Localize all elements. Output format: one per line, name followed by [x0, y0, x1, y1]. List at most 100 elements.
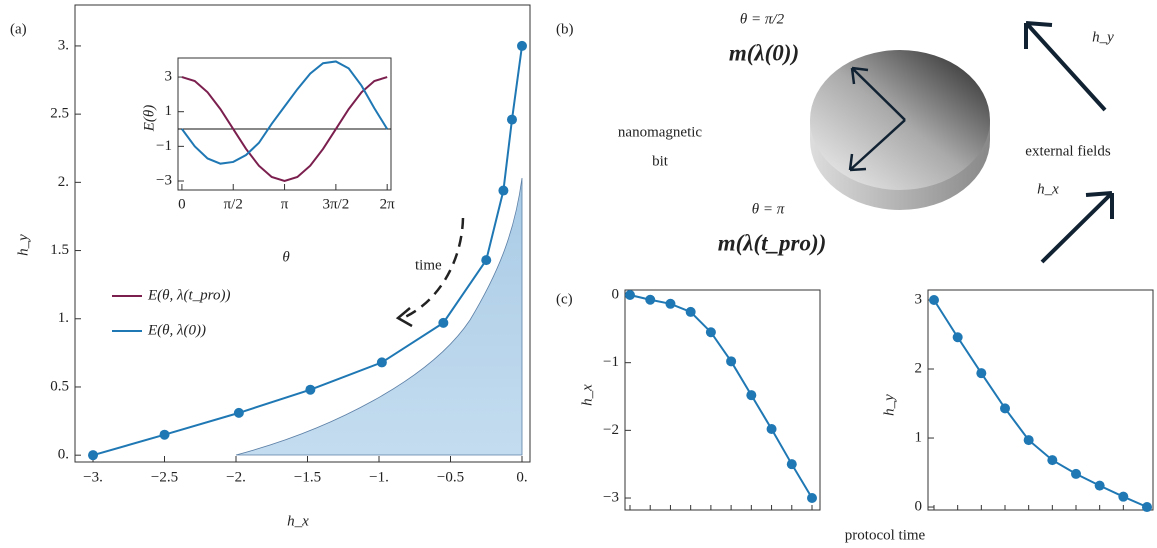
y-tick-label: −3: [156, 172, 172, 188]
y-tick-label: 0.5: [50, 378, 69, 394]
y-tick-label: −2: [603, 422, 619, 438]
data-point: [506, 114, 517, 125]
y-tick-label: 1: [915, 429, 923, 445]
y-tick-label: 1.: [58, 310, 69, 326]
y-tick-label: 2: [915, 360, 923, 376]
legend-label: E(θ, λ(0)): [147, 322, 206, 338]
data-point: [726, 356, 737, 367]
data-point: [976, 368, 987, 379]
data-point: [516, 40, 527, 51]
moment-label: m(λ(0)): [729, 40, 799, 65]
x-tick-label: 0.: [516, 469, 527, 485]
series-line: [629, 294, 813, 499]
bit-label: bit: [652, 153, 669, 169]
data-point: [498, 185, 509, 196]
y-axis-label: h_y: [15, 234, 31, 256]
y-tick-label: 3.: [58, 37, 69, 53]
y-axis-label: h_y: [881, 394, 897, 416]
y-tick-label: 0.: [58, 447, 69, 463]
data-point: [1094, 480, 1105, 491]
data-point: [685, 306, 696, 317]
inset-background: [178, 58, 391, 190]
y-tick-label: 0: [915, 498, 923, 514]
data-point: [1047, 455, 1058, 466]
data-point: [88, 450, 99, 461]
data-point: [705, 327, 716, 338]
time-arrow: [404, 217, 465, 319]
x-tick-label: π/2: [224, 196, 243, 212]
data-point: [438, 317, 449, 328]
theta-label: θ = π/2: [740, 11, 785, 27]
x-tick-label: −1.5: [294, 469, 321, 485]
x-tick-label: 3π/2: [322, 196, 349, 212]
data-point: [665, 298, 676, 309]
x-tick-label: −3.: [83, 469, 103, 485]
series-line: [181, 60, 389, 165]
y-tick-label: 1: [165, 103, 173, 119]
field-label: h_y: [1092, 29, 1114, 45]
x-tick-label: 2π: [380, 196, 396, 212]
x-tick-label: −2.5: [151, 469, 178, 485]
moment-label: m(λ(t_pro)): [718, 230, 827, 255]
data-point: [625, 290, 635, 301]
x-tick-label: −2.: [226, 469, 246, 485]
data-point: [233, 407, 244, 418]
x-axis-label: protocol time: [845, 527, 926, 543]
panel-label: (c): [556, 291, 573, 307]
panel-label: (a): [10, 21, 27, 37]
data-point: [305, 384, 316, 395]
diagram: θ = π/2 m(λ(0)) nanomagnetic bit θ = π m…: [618, 11, 1114, 264]
y-axis-label: E(θ): [141, 105, 157, 133]
x-tick-label: −0.5: [437, 469, 464, 485]
hx-arrow: [1040, 191, 1114, 264]
series-line: [181, 76, 388, 183]
plot-frame: [624, 289, 821, 511]
y-tick-label: −1: [603, 354, 619, 370]
time-arrow-head: [395, 307, 413, 328]
data-point: [1118, 491, 1129, 502]
theta-label: θ = π: [752, 201, 785, 217]
bistable-region: [235, 177, 523, 456]
data-point: [1000, 403, 1010, 414]
plot-frame: [74, 4, 531, 463]
x-axis-label: θ: [282, 249, 290, 265]
data-point: [952, 332, 963, 343]
data-point: [746, 390, 757, 401]
y-tick-label: 2.: [58, 174, 69, 190]
data-point: [807, 493, 817, 504]
x-tick-label: 0: [178, 196, 186, 212]
fields-label: external fields: [1025, 143, 1111, 159]
panel-label: (b): [556, 21, 574, 37]
disk-top: [810, 50, 990, 190]
series-line: [92, 45, 523, 457]
data-point: [481, 255, 492, 266]
bit-label: nanomagnetic: [618, 124, 702, 140]
annotation: time: [415, 257, 442, 273]
moment-arrows: [848, 66, 906, 172]
y-tick-label: 2.5: [50, 106, 69, 122]
data-point: [159, 429, 170, 440]
data-point: [1071, 468, 1081, 479]
x-tick-label: −1.: [369, 469, 389, 485]
y-tick-label: 0: [612, 286, 620, 302]
data-point: [766, 423, 777, 434]
series-line: [933, 299, 1148, 508]
plot-frame: [927, 289, 1154, 511]
x-axis-label: h_x: [287, 513, 309, 529]
data-point: [786, 459, 797, 470]
field-label: h_x: [1037, 181, 1059, 197]
data-point: [645, 294, 656, 305]
y-axis-label: h_x: [579, 384, 595, 406]
hy-arrow: [1024, 21, 1107, 112]
y-tick-label: 3: [165, 68, 173, 84]
y-tick-label: 3: [915, 291, 923, 307]
y-tick-label: 1.5: [50, 242, 69, 258]
legend-label: E(θ, λ(t_pro)): [147, 287, 230, 303]
data-point: [376, 357, 387, 368]
x-tick-label: π: [281, 196, 289, 212]
data-point: [1142, 502, 1152, 513]
data-point: [1023, 435, 1034, 446]
y-tick-label: −1: [156, 138, 172, 154]
y-tick-label: −3: [603, 489, 619, 505]
